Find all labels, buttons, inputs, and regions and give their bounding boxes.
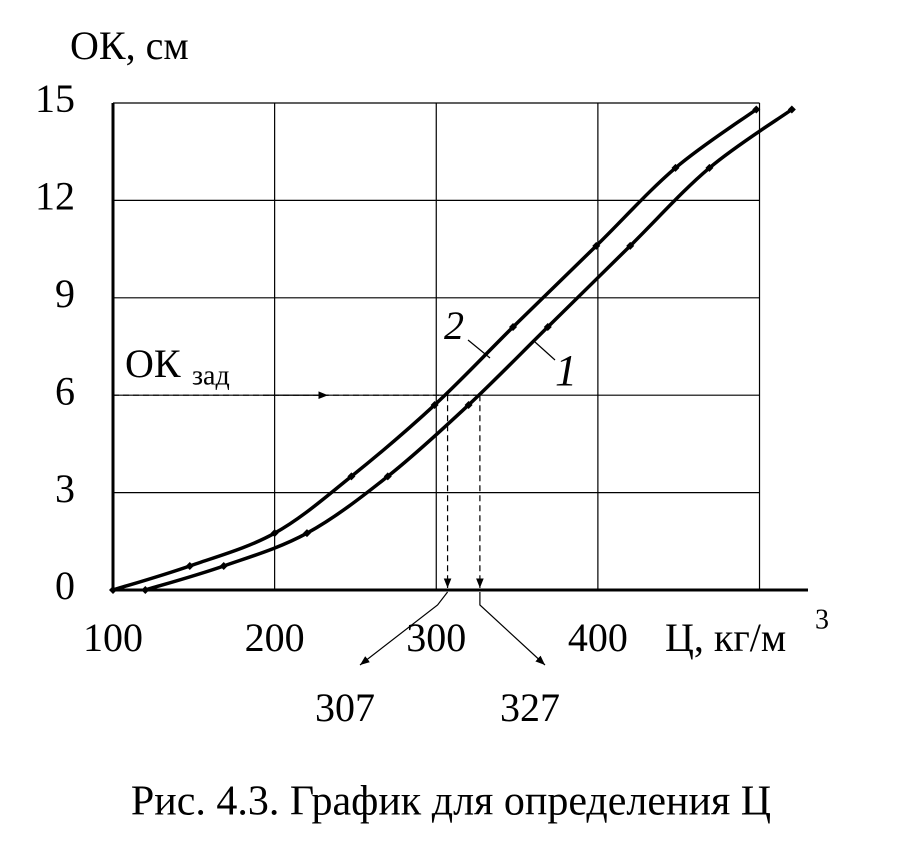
point-marker	[464, 400, 473, 409]
point-marker	[509, 323, 518, 332]
point-marker	[671, 163, 680, 172]
result-label: 307	[315, 685, 375, 730]
point-marker	[270, 529, 279, 538]
point-marker	[752, 105, 761, 114]
x-tick-label: 400	[568, 615, 628, 660]
point-marker	[302, 529, 311, 538]
series-label: 1	[555, 346, 577, 395]
point-marker	[430, 400, 439, 409]
x-axis-label: Ц, кг/м	[665, 615, 786, 660]
x-tick-label: 200	[245, 615, 305, 660]
y-tick-label: 6	[55, 368, 75, 413]
point-marker	[543, 323, 552, 332]
point-marker	[219, 561, 228, 570]
caption: Рис. 4.3. График для определения Ц	[131, 779, 771, 825]
y-tick-label: 0	[55, 563, 75, 608]
result-leader	[479, 592, 546, 666]
series-line	[112, 108, 758, 592]
series-label-leader	[534, 341, 556, 361]
point-marker	[383, 472, 392, 481]
target-label: ОК	[125, 341, 181, 386]
y-axis-label: ОК, см	[70, 23, 189, 68]
point-marker	[347, 472, 356, 481]
point-marker	[141, 586, 150, 594]
point-marker	[592, 241, 601, 250]
x-tick-label: 100	[83, 615, 143, 660]
x-axis-label-superscript: 3	[815, 604, 829, 635]
result-leader	[359, 591, 449, 666]
y-tick-label: 15	[35, 76, 75, 121]
y-tick-label: 9	[55, 271, 75, 316]
series-line	[144, 108, 793, 592]
point-marker	[626, 241, 635, 250]
y-tick-label: 3	[55, 466, 75, 511]
result-label: 327	[500, 685, 560, 730]
point-marker	[185, 561, 194, 570]
point-marker	[705, 163, 714, 172]
series-label: 2	[444, 303, 464, 348]
target-label-subscript: зад	[192, 360, 230, 391]
point-marker	[109, 586, 117, 594]
series-label-leader	[467, 339, 491, 359]
y-tick-label: 12	[35, 174, 75, 219]
point-marker	[787, 105, 796, 114]
x-tick-label: 300	[406, 615, 466, 660]
